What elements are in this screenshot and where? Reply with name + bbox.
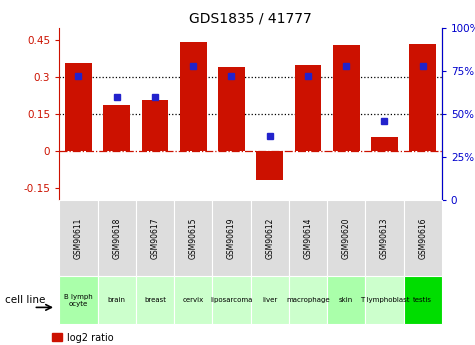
- Bar: [136, 200, 174, 276]
- Bar: [142, 100, 168, 151]
- Bar: [365, 200, 404, 276]
- Bar: [404, 200, 442, 276]
- Bar: [294, 65, 321, 151]
- Bar: [59, 276, 98, 324]
- Bar: [98, 200, 136, 276]
- Text: GSM90616: GSM90616: [418, 217, 427, 259]
- Text: GSM90614: GSM90614: [304, 217, 313, 259]
- Bar: [180, 42, 207, 151]
- Bar: [59, 200, 98, 276]
- Text: GSM90613: GSM90613: [380, 217, 389, 259]
- Bar: [104, 105, 130, 151]
- Text: GSM90611: GSM90611: [74, 217, 83, 259]
- Legend: log2 ratio, percentile rank within the sample: log2 ratio, percentile rank within the s…: [52, 333, 232, 345]
- Text: GSM90618: GSM90618: [112, 217, 121, 259]
- Bar: [371, 137, 398, 151]
- Text: T lymphoblast: T lymphoblast: [360, 297, 409, 303]
- Bar: [174, 276, 212, 324]
- Bar: [327, 276, 365, 324]
- Text: GSM90617: GSM90617: [151, 217, 160, 259]
- Text: GSM90615: GSM90615: [189, 217, 198, 259]
- Text: liposarcoma: liposarcoma: [210, 297, 253, 303]
- Title: GDS1835 / 41777: GDS1835 / 41777: [189, 11, 312, 25]
- Bar: [136, 276, 174, 324]
- Text: GSM90619: GSM90619: [227, 217, 236, 259]
- Bar: [327, 200, 365, 276]
- Text: GSM90612: GSM90612: [265, 217, 274, 259]
- Bar: [251, 200, 289, 276]
- Text: brain: brain: [108, 297, 126, 303]
- Text: B lymph
ocyte: B lymph ocyte: [64, 294, 93, 307]
- Text: GSM90620: GSM90620: [342, 217, 351, 259]
- Bar: [365, 276, 404, 324]
- Text: cell line: cell line: [5, 295, 45, 305]
- Bar: [333, 45, 360, 151]
- Bar: [218, 67, 245, 151]
- Bar: [212, 276, 251, 324]
- Text: macrophage: macrophage: [286, 297, 330, 303]
- Text: cervix: cervix: [182, 297, 204, 303]
- Text: skin: skin: [339, 297, 353, 303]
- Bar: [98, 276, 136, 324]
- Text: breast: breast: [144, 297, 166, 303]
- Bar: [251, 276, 289, 324]
- Bar: [404, 276, 442, 324]
- Bar: [409, 43, 436, 151]
- Bar: [289, 200, 327, 276]
- Bar: [289, 276, 327, 324]
- Bar: [65, 63, 92, 151]
- Bar: [256, 151, 283, 180]
- Text: liver: liver: [262, 297, 277, 303]
- Text: testis: testis: [413, 297, 432, 303]
- Bar: [174, 200, 212, 276]
- Bar: [212, 200, 251, 276]
